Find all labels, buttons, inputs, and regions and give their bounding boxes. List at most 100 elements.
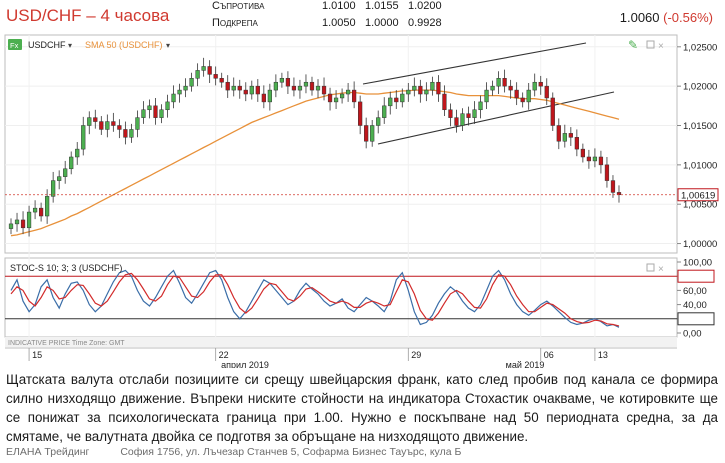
- candle-body: [394, 97, 399, 103]
- stochastic-k-line: [10, 269, 620, 328]
- candle-body: [478, 101, 483, 111]
- company-name: ЕЛАНА Трейдинг: [6, 446, 90, 458]
- channel-upper-line: [362, 42, 587, 85]
- candle-body: [303, 81, 309, 87]
- support-value-3: 0.9928: [408, 17, 442, 29]
- stochastic-label: STOC-S 10; 3; 3 (USDCHF): [10, 263, 122, 273]
- candle-body: [502, 78, 507, 87]
- chart-title: USD/CHF – 4 часова: [6, 6, 170, 25]
- candle-body: [38, 207, 44, 217]
- candle-body: [358, 101, 363, 126]
- support-value-1: 1.0050: [322, 17, 356, 29]
- price-tick-label: 1,00500: [683, 200, 717, 211]
- candle-body: [213, 74, 218, 79]
- price-badge: 1,00619: [681, 190, 715, 201]
- candle-body: [237, 85, 242, 91]
- candle-body: [111, 121, 116, 126]
- price-axis: 1,02500 1,02000 1,01500 1,01000 1,00500 1,000…: [677, 42, 717, 250]
- candle-body: [171, 93, 176, 103]
- candle-body: [574, 137, 579, 150]
- candle-body: [261, 93, 266, 103]
- candle-body: [249, 85, 254, 95]
- candle-body: [484, 89, 489, 103]
- price-tick-label: 1,01000: [683, 160, 717, 171]
- candle-body: [105, 121, 110, 130]
- price-change: (-0.56%): [663, 10, 713, 25]
- company-address: София 1756, ул. Лъчезар Станчев 5, Софар…: [120, 446, 462, 458]
- candle-body: [472, 109, 477, 118]
- candle-body: [364, 125, 369, 142]
- price-quote: 1.0060 (-0.56%): [620, 10, 713, 25]
- candle-body: [129, 129, 134, 138]
- candle-body: [195, 70, 200, 79]
- candle-body: [321, 85, 327, 95]
- candle-body: [424, 89, 429, 95]
- stochastic-pane: [4, 257, 678, 338]
- candle-body: [8, 223, 14, 229]
- candle-body: [448, 109, 453, 118]
- candle-body: [598, 156, 604, 166]
- stoch-restore-icon[interactable]: [646, 263, 655, 272]
- time-tick-label: 22: [219, 350, 229, 360]
- candle-body: [243, 89, 248, 95]
- candle-body: [568, 133, 573, 138]
- candle-body: [207, 66, 212, 75]
- candle-body: [26, 211, 32, 229]
- price-tick-label: 1,00000: [683, 239, 717, 250]
- indicative-price-label: INDICATIVE PRICE Time Zone: GMT: [8, 340, 125, 347]
- candle-body: [327, 93, 333, 103]
- candle-body: [297, 85, 303, 91]
- candle-body: [165, 101, 170, 111]
- pane-restore-icon[interactable]: [646, 40, 655, 49]
- candle-body: [219, 78, 224, 83]
- candle-body: [352, 89, 357, 103]
- candle-body: [544, 85, 549, 99]
- time-tick-label: 13: [598, 350, 608, 360]
- candle-body: [592, 156, 598, 162]
- candle-body: [309, 81, 315, 91]
- candle-body: [75, 148, 80, 158]
- pane-close-icon[interactable]: ×: [658, 41, 664, 52]
- candle-body: [159, 109, 164, 118]
- candle-body: [183, 85, 188, 91]
- time-tick-label: 29: [411, 350, 421, 360]
- candle-body: [580, 148, 585, 158]
- page-footer: ЕЛАНА Трейдинг София 1756, ул. Лъчезар С…: [6, 446, 489, 458]
- stoch-close-icon[interactable]: ×: [658, 264, 664, 275]
- candle-body: [460, 113, 465, 126]
- pane-controls: ✎ × ×: [628, 38, 664, 275]
- price-tick-label: 1,01500: [683, 121, 717, 132]
- candle-body: [189, 78, 194, 87]
- candle-body: [63, 168, 68, 177]
- candle-body: [255, 85, 260, 95]
- candle-body: [51, 180, 56, 197]
- candle-body: [520, 97, 525, 103]
- candle-body: [153, 105, 158, 118]
- candle-body: [93, 117, 98, 122]
- resistance-value-2: 1.0155: [365, 0, 399, 12]
- candle-body: [117, 125, 122, 130]
- candle-body: [388, 97, 393, 107]
- candle-body: [57, 176, 62, 181]
- candle-body: [267, 89, 272, 103]
- time-tick-label: 06: [544, 350, 554, 360]
- candle-body: [562, 133, 567, 142]
- candle-body: [285, 78, 291, 87]
- draw-tool-icon[interactable]: ✎: [628, 38, 638, 52]
- candle-body: [345, 89, 351, 95]
- price-badge-box: [677, 188, 719, 202]
- candle-body: [135, 117, 140, 130]
- candle-body: [87, 117, 92, 126]
- channel-lower-line: [377, 91, 615, 145]
- support-value-2: 1.0000: [365, 17, 399, 29]
- stoch-level-box: [677, 312, 715, 326]
- candle-body: [550, 97, 555, 126]
- candle-body: [526, 89, 531, 103]
- stoch-tick-label: 100,00: [683, 258, 712, 269]
- sma-dropdown-icon[interactable]: ▾: [166, 41, 170, 50]
- symbol-dropdown-icon[interactable]: ▾: [68, 41, 72, 50]
- candle-body: [586, 156, 592, 162]
- price-tick-label: 1,02500: [683, 42, 717, 53]
- stoch-level-box: [677, 269, 715, 283]
- candle-body: [532, 81, 537, 91]
